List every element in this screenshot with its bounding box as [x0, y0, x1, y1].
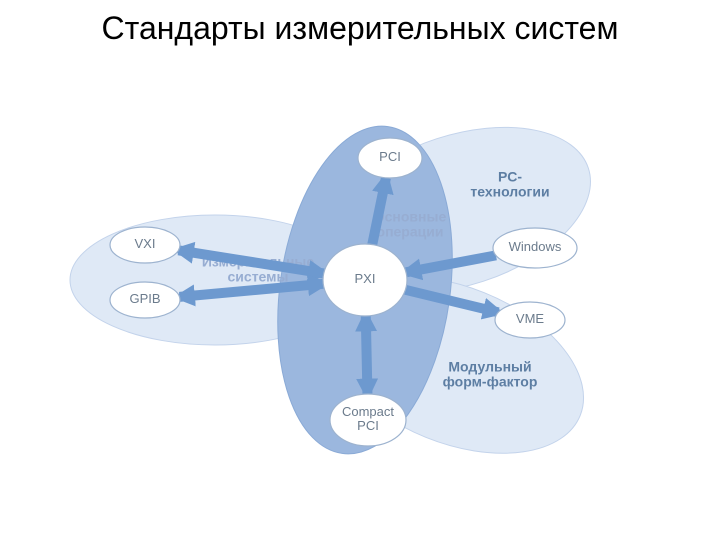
node-label-windows: Windows [509, 239, 562, 254]
node-label-pxi: PXI [355, 271, 376, 286]
region-label-form-factor: Модульныйформ-фактор [443, 358, 538, 389]
region-label-main-ops: Основныеоперации [374, 208, 447, 239]
diagram: ИзмерительныесистемыPC-технологииОсновны… [0, 0, 720, 540]
node-label-vxi: VXI [135, 236, 156, 251]
node-label-pci: PCI [379, 149, 401, 164]
slide: Стандарты измерительных систем Измерител… [0, 0, 720, 540]
node-label-vme: VME [516, 311, 545, 326]
arrow-pxi-compact-pci [366, 316, 368, 394]
node-label-gpib: GPIB [129, 291, 160, 306]
